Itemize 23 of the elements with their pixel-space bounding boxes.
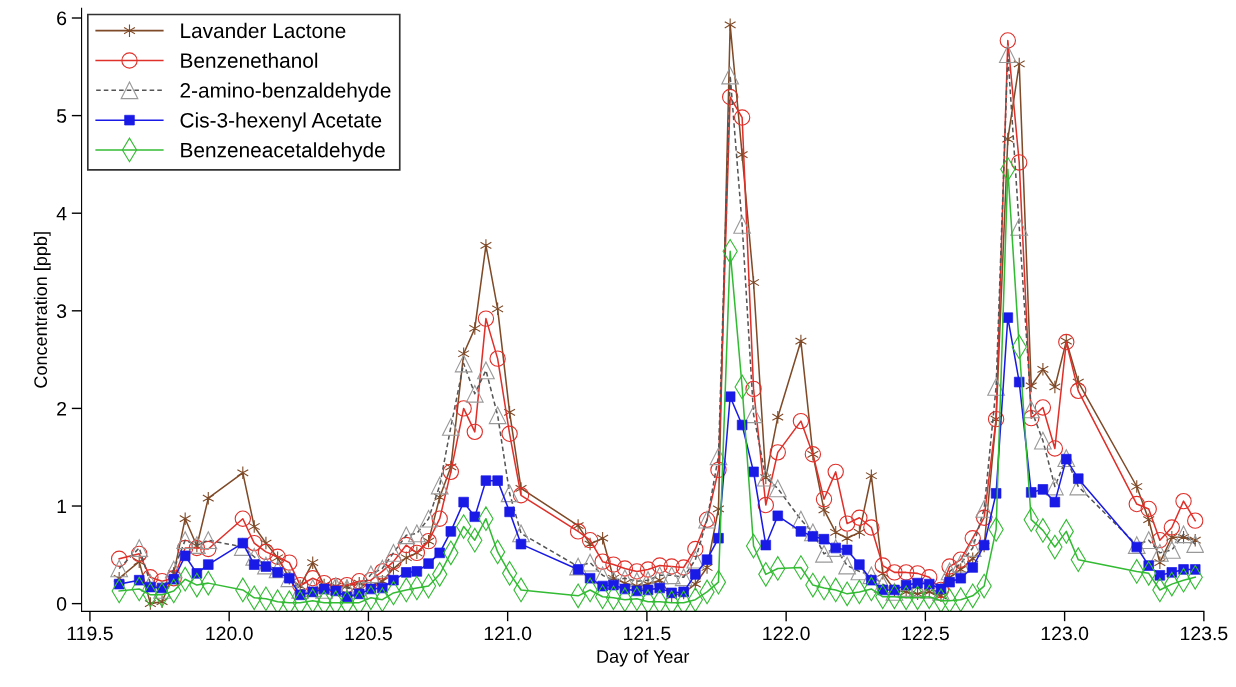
y-tick-label: 2 xyxy=(57,401,67,416)
y-axis-title: Concentration [ppb] xyxy=(33,232,51,388)
legend-label: Benzeneacetaldehyde xyxy=(181,142,385,162)
x-tick-label: 122.5 xyxy=(902,626,949,641)
x-tick-label: 121.5 xyxy=(624,626,671,641)
x-tick-label: 123.5 xyxy=(1181,626,1228,641)
y-tick-label: 6 xyxy=(57,11,67,26)
y-tick-label: 5 xyxy=(56,109,67,123)
x-tick-label: 119.5 xyxy=(67,626,113,641)
y-tick-label: 3 xyxy=(56,304,67,319)
x-axis-title: Day of Year xyxy=(597,649,690,667)
legend-label: 2-amino-benzaldehyde xyxy=(180,82,391,102)
y-tick-label: 0 xyxy=(56,597,67,611)
x-tick-label: 122.0 xyxy=(763,626,810,641)
x-tick-label: 120.0 xyxy=(206,626,253,641)
legend-label: Benzenethanol xyxy=(181,52,318,68)
x-tick-label: 123.0 xyxy=(1041,626,1089,641)
y-tick-label: 1 xyxy=(57,499,67,514)
x-tick-label: 121.0 xyxy=(484,626,532,641)
y-tick-label: 4 xyxy=(56,206,67,221)
legend-label: Lavander Lactone xyxy=(181,22,346,39)
x-tick-label: 120.5 xyxy=(345,626,392,641)
legend-label: Cis-3-hexenyl Acetate xyxy=(180,112,382,132)
